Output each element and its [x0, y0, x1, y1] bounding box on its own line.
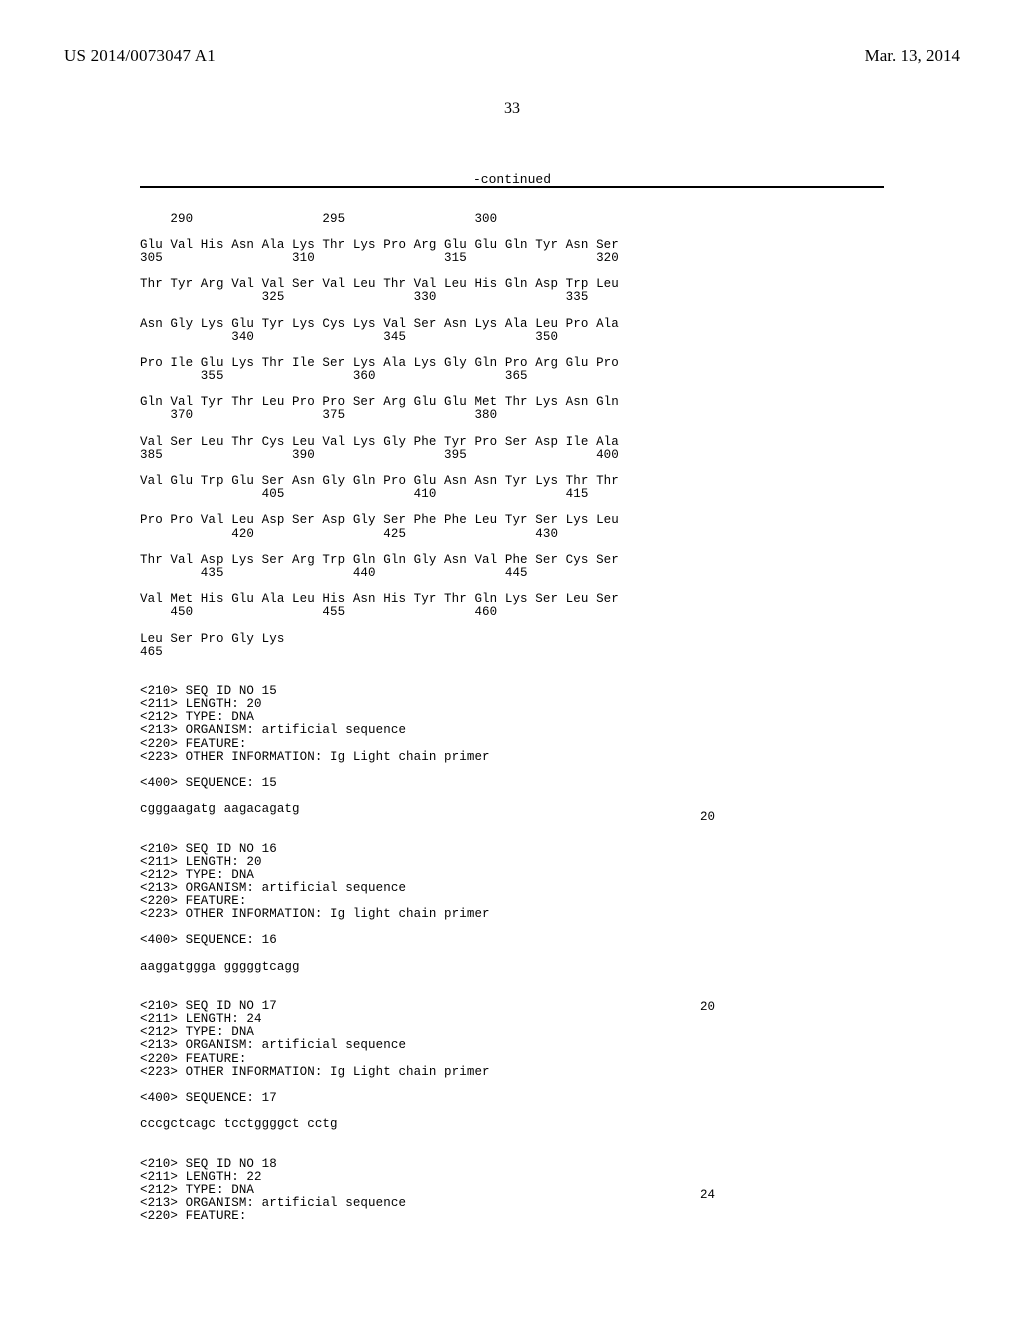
continued-label: -continued	[473, 172, 551, 187]
sequence-listing: 290 295 300 Glu Val His Asn Ala Lys Thr …	[140, 213, 619, 1224]
publication-number: US 2014/0073047 A1	[64, 46, 216, 65]
sequence-length-number: 20	[700, 810, 715, 824]
sequence-length-number: 20	[700, 1000, 715, 1014]
publication-date: Mar. 13, 2014	[865, 46, 960, 66]
page-number: 33	[0, 100, 1024, 118]
sequence-length-number: 24	[700, 1188, 715, 1202]
page-header: US 2014/0073047 A1 Mar. 13, 2014	[0, 46, 1024, 66]
top-rule	[140, 186, 884, 188]
